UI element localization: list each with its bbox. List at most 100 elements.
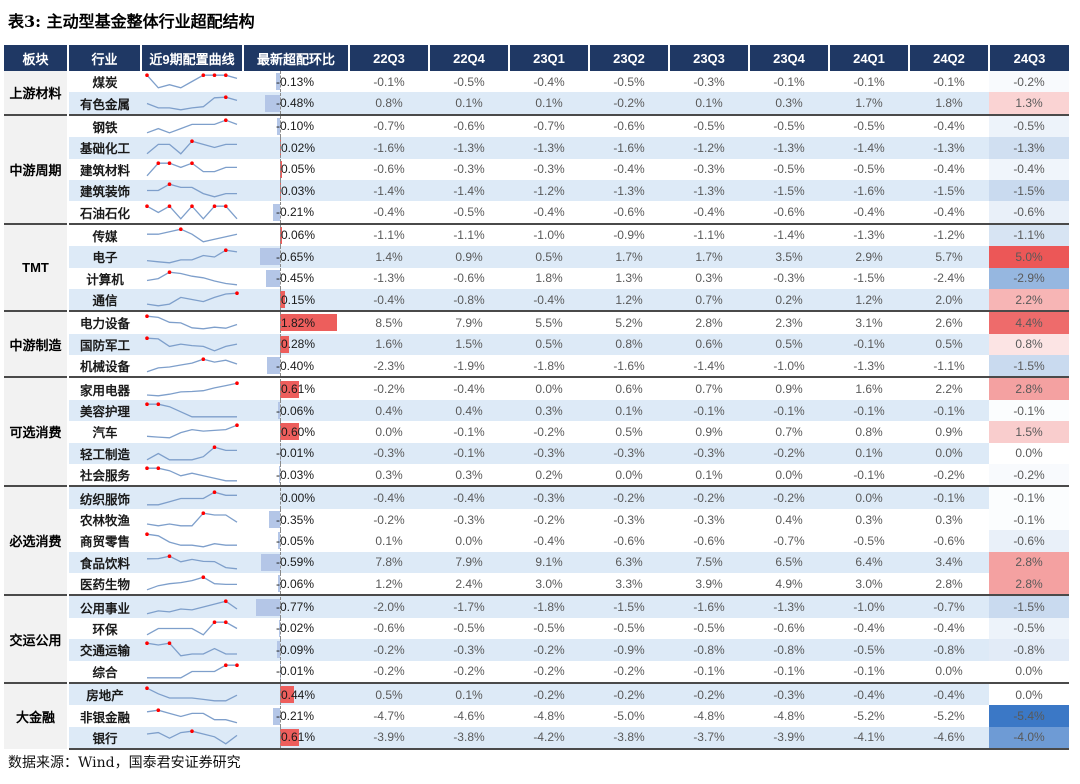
quarter-value-cell: -0.6% — [989, 201, 1069, 224]
quarter-value-cell: -0.6% — [349, 158, 429, 180]
industry-cell: 电子 — [68, 246, 141, 268]
quarter-value-cell: -4.1% — [829, 726, 909, 751]
max-point-dot — [156, 707, 161, 712]
sector-cell: 必选消费 — [4, 485, 69, 596]
allocation-sparkline — [145, 466, 237, 482]
allocation-sparkline — [146, 139, 237, 156]
quarter-value-cell: -1.2% — [909, 222, 989, 247]
quarter-value-cell: -0.2% — [349, 508, 429, 531]
source-note: 数据来源：Wind，国泰君安证券研究 — [8, 755, 241, 771]
quarter-value-cell: -0.8% — [749, 639, 829, 661]
bar-axis — [280, 246, 281, 268]
industry-cell: 煤炭 — [68, 71, 141, 93]
max-point-dot — [179, 227, 183, 231]
sparkline-cell — [141, 705, 243, 727]
max-point-dot — [235, 381, 239, 385]
quarter-value-cell: -0.8% — [429, 288, 509, 312]
quarter-value-cell: -0.2% — [509, 508, 589, 531]
mom-bar — [279, 619, 280, 637]
quarter-value-cell: -0.4% — [349, 201, 429, 224]
table-row: TMT 传媒 0.06% -1.1% -1.1% -1.0% -0.9% -1.1% -1.4%… — [4, 222, 1069, 312]
allocation-sparkline — [146, 445, 237, 461]
latest-mom-value: -0.09% — [276, 642, 315, 657]
quarter-value-cell: -0.5% — [989, 113, 1069, 138]
quarter-value-cell: -0.2% — [589, 92, 669, 115]
quarter-value-cell: -0.9% — [589, 639, 669, 661]
column-header: 24Q2 — [908, 45, 989, 71]
quarter-value-cell: -0.5% — [589, 71, 669, 93]
latest-mom-cell: -0.05% — [243, 530, 349, 552]
mom-bar — [264, 94, 280, 112]
quarter-value-cell: -1.1% — [429, 222, 509, 247]
quarter-value-cell: 0.8% — [989, 333, 1069, 356]
quarter-value-cell: 1.2% — [349, 572, 429, 596]
quarter-value-cell: -0.5% — [829, 530, 909, 552]
allocation-sparkline — [145, 73, 238, 89]
bar-axis — [280, 684, 281, 706]
industry-cell: 电力设备 — [68, 310, 141, 334]
max-point-dot — [190, 203, 194, 208]
latest-mom-cell: -0.06% — [243, 572, 349, 596]
latest-mom-cell: -0.21% — [243, 201, 349, 224]
table-row: 银行 0.61% -3.9% -3.8% -4.2% -3.8% -3.7% -3.9% -4.… — [4, 726, 1069, 751]
quarter-value-cell: -0.5% — [749, 113, 829, 138]
mom-bar — [280, 314, 338, 332]
allocation-sparkline — [145, 532, 237, 548]
quarter-value-cell: -0.5% — [429, 201, 509, 224]
mom-bar — [255, 598, 280, 616]
latest-mom-value: 0.44% — [281, 687, 316, 702]
bar-axis — [280, 180, 281, 202]
max-point-dot — [145, 203, 149, 208]
quarter-value-cell: 0.0% — [589, 464, 669, 487]
max-point-dot — [145, 466, 149, 471]
quarter-value-cell: -0.1% — [829, 399, 909, 422]
mom-bar — [267, 357, 280, 375]
max-point-dot — [167, 203, 172, 208]
quarter-value-cell: -0.3% — [669, 508, 749, 531]
quarter-value-cell: 0.3% — [909, 508, 989, 531]
table-row: 非银金融 -0.21% -4.7% -4.6% -4.8% -5.0% -4.8% -4.8%… — [4, 705, 1069, 727]
mom-bar — [273, 203, 280, 221]
table-row: 有色金属 -0.48% 0.8% 0.1% 0.1% -0.2% 0.1% 0.3% 1.7% 1… — [4, 92, 1069, 115]
quarter-value-cell: 3.4% — [909, 551, 989, 573]
quarter-value-cell: -1.5% — [909, 179, 989, 202]
sparkline-cell — [141, 333, 243, 356]
mom-bar — [278, 402, 280, 420]
quarter-value-cell: 0.5% — [349, 681, 429, 706]
quarter-value-cell: -1.1% — [669, 222, 749, 247]
latest-mom-value: -0.03% — [276, 467, 315, 482]
quarter-value-cell: 0.8% — [349, 92, 429, 115]
quarter-value-cell: -0.1% — [749, 399, 829, 422]
quarter-value-cell: -0.5% — [749, 158, 829, 180]
quarter-value-cell: 2.2% — [909, 376, 989, 400]
table-row: 医药生物 -0.06% 1.2% 2.4% 3.0% 3.3% 3.9% 4.9% 3.0% 2.… — [4, 572, 1069, 596]
quarter-value-cell: 3.9% — [669, 572, 749, 596]
quarter-value-cell: -0.7% — [909, 594, 989, 618]
latest-mom-value: 0.28% — [281, 337, 316, 352]
industry-cell: 国防军工 — [68, 333, 141, 356]
quarter-value-cell: -1.5% — [989, 355, 1069, 378]
quarter-value-cell: -0.1% — [669, 660, 749, 683]
quarter-value-cell: -0.7% — [509, 113, 589, 138]
quarter-value-cell: -0.2% — [589, 660, 669, 683]
quarter-value-cell: -0.6% — [589, 113, 669, 138]
latest-mom-cell: 0.60% — [243, 421, 349, 443]
max-point-dot — [201, 73, 206, 78]
quarter-value-cell: -1.0% — [509, 222, 589, 247]
latest-mom-cell: -0.65% — [243, 246, 349, 268]
quarter-value-cell: -1.3% — [429, 137, 509, 159]
quarter-value-cell: -0.3% — [589, 508, 669, 531]
bar-axis — [280, 355, 281, 377]
quarter-value-cell: -0.2% — [509, 421, 589, 443]
sparkline-cell — [141, 485, 243, 509]
quarter-value-cell: -4.6% — [429, 705, 509, 727]
latest-mom-cell: -0.09% — [243, 639, 349, 661]
quarter-value-cell: -1.1% — [909, 355, 989, 378]
quarter-value-cell: 0.3% — [509, 399, 589, 422]
bar-axis — [280, 530, 281, 552]
quarter-value-cell: 5.5% — [509, 310, 589, 334]
quarter-value-cell: -0.3% — [429, 639, 509, 661]
quarter-value-cell: 0.5% — [749, 333, 829, 356]
quarter-value-cell: 2.8% — [989, 376, 1069, 400]
latest-mom-cell: 1.82% — [243, 310, 349, 334]
